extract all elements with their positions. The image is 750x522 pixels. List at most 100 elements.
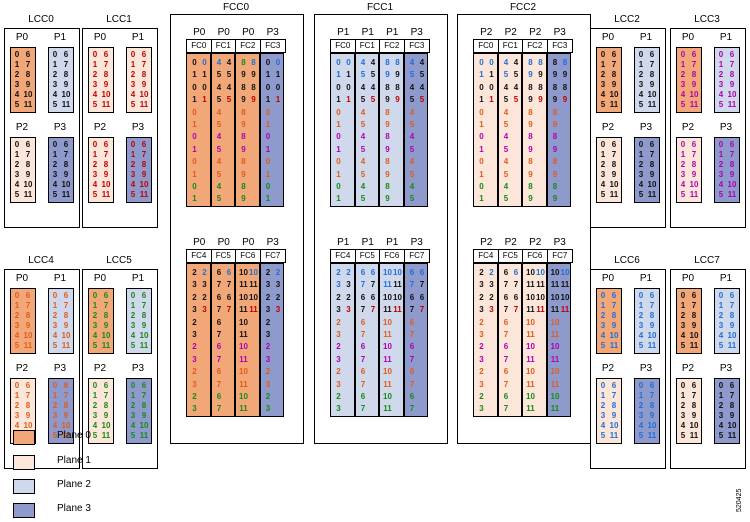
port-number: 4 [130, 421, 136, 430]
port-number: 7 [103, 301, 109, 310]
port-number: 11 [23, 341, 33, 350]
port-number: 7 [691, 301, 697, 310]
port-number: 11 [689, 431, 699, 440]
port-number: 0 [600, 381, 606, 390]
port-number: 9 [241, 169, 246, 179]
port-number: 3 [192, 305, 197, 315]
port-number: 8 [562, 58, 568, 67]
lcc-panel: P0 0 6 1 7 2 8 3 9 4 10 5 11 P1 0 6 1 7 2 8 3 9 4 10 5 11 P2 0 6 1 7 2 8… [590, 269, 666, 469]
port-number: 4 [226, 82, 232, 92]
port-number: 0 [489, 82, 494, 92]
port-number: 6 [691, 381, 697, 390]
port-number: 11 [526, 305, 535, 315]
port-number: 3 [336, 379, 341, 389]
fcc-panel: P2 P2 P2 P3 FC0 FC1 FC2 FC3 0 0 1 1 0 0 1 1 0 1 0 1 0 1 0 1 4 4 5 5… [457, 14, 591, 444]
port-number: 10 [383, 317, 392, 327]
port-number: 2 [202, 268, 207, 277]
port-number: 8 [528, 132, 533, 142]
port-number: 0 [600, 140, 606, 149]
port-number: 4 [718, 90, 724, 99]
port-number: 6 [360, 342, 366, 352]
port-number: 2 [600, 311, 606, 320]
port-number: 10 [647, 180, 657, 189]
port-number: 0 [346, 58, 351, 67]
port-number: 10 [689, 331, 699, 340]
port-number: 9 [63, 411, 69, 420]
port-number: 4 [503, 58, 509, 67]
port-number: 0 [600, 50, 606, 59]
port-number: 2 [14, 70, 20, 79]
port-number: 8 [385, 132, 390, 142]
port-number: 3 [336, 305, 341, 315]
port-number: 6 [409, 317, 415, 327]
port-number: 6 [63, 381, 69, 390]
port-number: 0 [130, 381, 136, 390]
port-number: 5 [92, 190, 98, 199]
port-number: 7 [370, 280, 376, 290]
port-number: 1 [638, 391, 644, 400]
port-number: 4 [638, 331, 644, 340]
port-number: 9 [385, 169, 390, 179]
port-number: 3 [202, 280, 207, 290]
port-number: 9 [103, 80, 109, 89]
port-number: 1 [202, 95, 207, 105]
port-number: 0 [92, 381, 98, 390]
port-number: 2 [202, 292, 207, 302]
port-number: 4 [360, 58, 366, 67]
port-number: 6 [103, 381, 109, 390]
port-number: 10 [139, 180, 149, 189]
port-number: 4 [130, 180, 136, 189]
port-number: 11 [689, 190, 699, 199]
port-number: 7 [611, 150, 617, 159]
port-number: 2 [346, 292, 351, 302]
port-number: 9 [729, 80, 735, 89]
port-number: 3 [600, 80, 606, 89]
port-number: 4 [130, 90, 136, 99]
port-number: 0 [192, 82, 197, 92]
lcc-title: LCC0 [28, 14, 54, 25]
port-number: 3 [52, 321, 58, 330]
port-number: 4 [638, 180, 644, 189]
port-number: 7 [419, 280, 425, 290]
port-number: 3 [14, 321, 20, 330]
lcc-panel: P0 0 6 1 7 2 8 3 9 4 10 5 11 P1 0 6 1 7 2 8 3 9 4 10 5 11 P2 0 6 1 7 2 8… [4, 28, 80, 228]
port-number: 6 [226, 292, 232, 302]
port-label: P3 [639, 122, 653, 133]
port-number: 10 [647, 421, 657, 430]
port-number: 0 [52, 50, 58, 59]
port-number: 11 [727, 341, 737, 350]
port-number: 6 [360, 317, 366, 327]
port-number: 10 [560, 268, 570, 277]
legend-label: Plane 0 [57, 430, 91, 441]
port-number: 8 [385, 157, 390, 167]
port-number: 2 [479, 392, 484, 401]
legend-label: Plane 2 [57, 479, 91, 490]
port-number: 9 [141, 321, 147, 330]
port-number: 4 [52, 180, 58, 189]
port-number: 10 [727, 90, 737, 99]
port-label: P2 [15, 363, 29, 374]
port-label: P0 [242, 27, 255, 38]
port-number: 0 [479, 182, 484, 191]
port-number: 6 [611, 381, 617, 390]
port-number: 1 [265, 70, 271, 80]
port-number: 4 [14, 180, 20, 189]
port-number: 9 [562, 70, 568, 80]
port-number: 0 [275, 82, 281, 92]
port-number: 0 [718, 291, 724, 300]
port-number: 6 [25, 50, 31, 59]
port-number: 2 [130, 70, 136, 79]
port-number: 2 [275, 292, 281, 302]
port-number: 1 [479, 120, 484, 129]
port-number: 2 [718, 160, 724, 169]
port-number: 8 [241, 132, 246, 142]
port-number: 8 [241, 182, 246, 191]
port-number: 9 [395, 70, 400, 80]
fc-label: FC5 [499, 250, 523, 262]
port-number: 7 [63, 60, 69, 69]
port-number: 9 [385, 95, 390, 105]
port-number: 2 [680, 311, 686, 320]
fc-label: FC4 [331, 250, 356, 262]
port-number: 7 [63, 301, 69, 310]
